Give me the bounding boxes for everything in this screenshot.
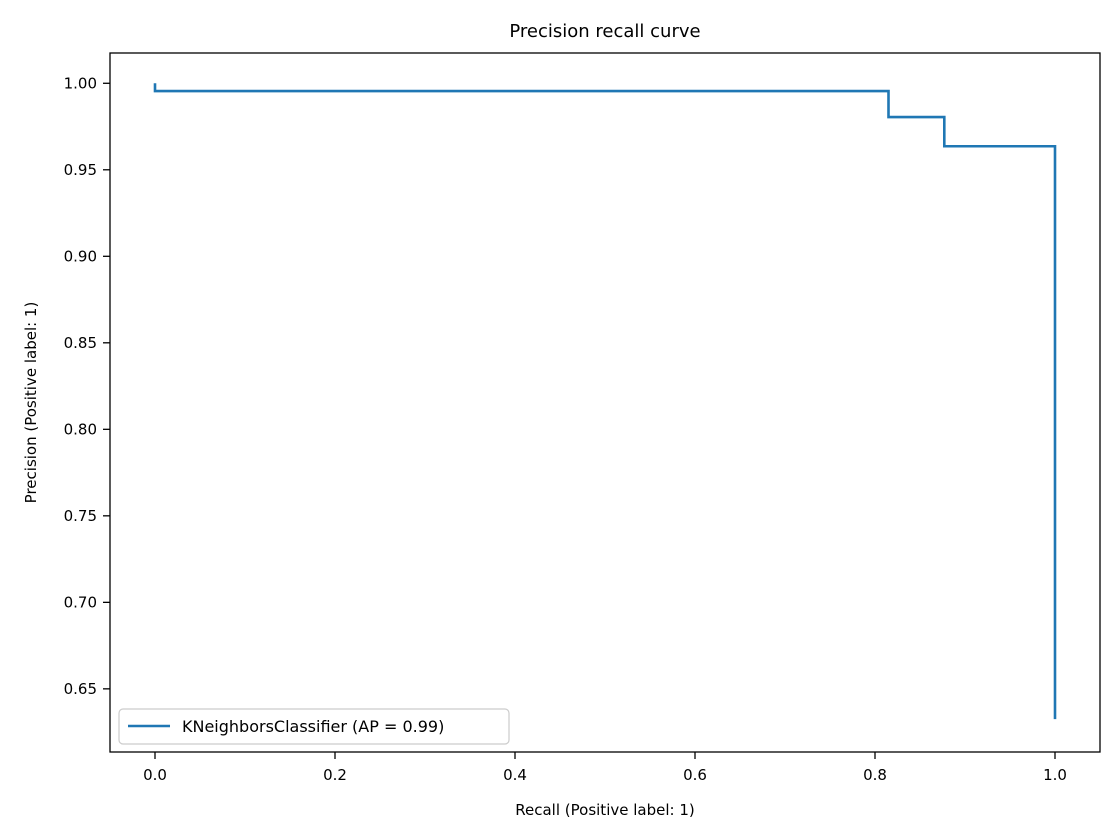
- y-tick-label: 0.70: [64, 593, 97, 611]
- x-tick-label: 0.0: [143, 766, 167, 784]
- legend: KNeighborsClassifier (AP = 0.99): [118, 708, 510, 745]
- legend-box: [118, 708, 510, 745]
- legend-entry-label: KNeighborsClassifier (AP = 0.99): [182, 717, 444, 736]
- y-tick-label: 0.95: [64, 161, 97, 179]
- chart-title: Precision recall curve: [509, 21, 700, 42]
- x-tick-label: 0.6: [683, 766, 707, 784]
- x-tick-label: 0.8: [863, 766, 887, 784]
- y-tick-label: 0.80: [64, 420, 97, 438]
- y-tick-label: 0.90: [64, 247, 97, 265]
- y-tick-label: 0.75: [64, 507, 97, 525]
- plot-frame: [109, 52, 1101, 753]
- y-axis-label: Precision (Positive label: 1): [22, 302, 40, 504]
- x-tick-label: 0.2: [323, 766, 347, 784]
- y-axis-ticks: 0.65 0.70 0.75 0.80 0.85 0.90 0.95 1.00: [64, 74, 110, 698]
- y-tick-label: 0.65: [64, 680, 97, 698]
- y-tick-label: 0.85: [64, 334, 97, 352]
- pr-curve-line: [153, 83, 1057, 720]
- x-axis-label: Recall (Positive label: 1): [515, 801, 694, 819]
- y-tick-label: 1.00: [64, 74, 97, 92]
- x-tick-label: 1.0: [1043, 766, 1067, 784]
- x-axis-ticks: 0.0 0.2 0.4 0.6 0.8 1.0: [143, 752, 1067, 784]
- x-tick-label: 0.4: [503, 766, 527, 784]
